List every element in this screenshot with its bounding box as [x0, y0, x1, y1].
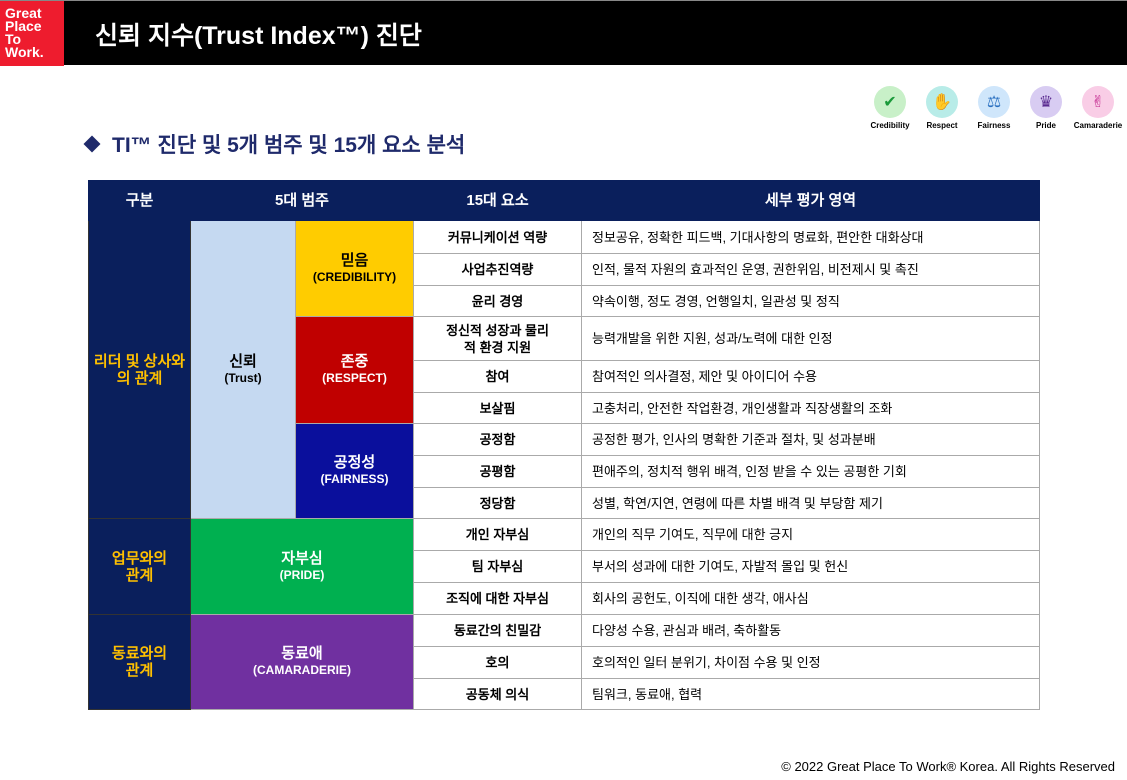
category-respect: 존중 (RESPECT): [294, 316, 415, 424]
header-cell: 5대 범주: [189, 180, 415, 221]
element-cell: 정신적 성장과 물리적 환경 지원: [413, 316, 583, 361]
category-ko: 공정성: [333, 454, 376, 471]
category-en: (CREDIBILITY): [312, 269, 397, 284]
fairness-icon: ⚖: [978, 86, 1010, 118]
page-title: 신뢰 지수(Trust Index™) 진단: [95, 22, 422, 50]
detail-cell: 편애주의, 정치적 행위 배격, 인정 받을 수 있는 공평한 기회: [581, 455, 1041, 488]
table-row: 존중 (RESPECT) 정신적 성장과 물리적 환경 지원 능력개발을 위한 지원…: [89, 316, 1041, 424]
category-credibility: 믿음 (CREDIBILITY): [294, 220, 415, 317]
group-colleagues: 동료와의 관계: [88, 614, 191, 710]
category-en: (FAIRNESS): [320, 472, 389, 486]
trust-en: (Trust): [224, 370, 262, 385]
logo-line: Great: [5, 5, 42, 21]
credibility-icon: ✔: [874, 86, 906, 118]
detail-cell: 팀워크, 동료애, 협력: [581, 678, 1041, 710]
element-cell: 호의: [413, 646, 583, 679]
logo-line: Work.: [5, 44, 44, 60]
table-header: 구분 5대 범주 15대 요소 세부 평가 영역: [88, 180, 1041, 221]
element-cell: 정당함: [413, 487, 583, 519]
element-cell: 동료간의 친밀감: [413, 614, 583, 647]
respect-item: ✋ Respect: [918, 86, 966, 130]
table-row: 호의 호의적인 일터 분위기, 차이점 수용 및 인정: [89, 646, 1041, 679]
category-fairness: 공정성 (FAIRNESS): [294, 423, 415, 519]
detail-cell: 약속이행, 정도 경영, 언행일치, 일관성 및 정직: [581, 285, 1041, 317]
table-row: 리더 및 상사와의 관계 신뢰 (Trust) 믿음 (CREDIBILITY) 커…: [88, 220, 1041, 519]
gptw-logo: Great Place To Work.: [0, 1, 64, 66]
table-row: 사업추진역량 인적, 물적 자원의 효과적인 운영, 권한위임, 비전제시 및 촉…: [89, 253, 1041, 286]
pride-item: ♛ Pride: [1022, 86, 1070, 130]
copyright: © 2022 Great Place To Work® Korea. All R…: [781, 759, 1115, 774]
trust-ko: 신뢰: [229, 352, 257, 370]
detail-cell: 다양성 수용, 관심과 배려, 축하활동: [581, 614, 1041, 647]
subtitle-text: TI™ 진단 및 5개 범주 및 15개 요소 분석: [112, 134, 466, 157]
element-cell: 개인 자부심: [413, 518, 583, 551]
category-en: (RESPECT): [322, 371, 387, 385]
element-cell: 보살핌: [413, 392, 583, 424]
diamond-bullet-icon: [83, 135, 101, 153]
detail-cell: 정보공유, 정확한 피드백, 기대사항의 명료화, 편안한 대화상대: [581, 220, 1041, 254]
category-ko: 존중: [340, 353, 369, 370]
element-cell: 팀 자부심: [413, 550, 583, 583]
element-cell: 조직에 대한 자부심: [413, 582, 583, 615]
table-row: 조직에 대한 자부심 회사의 공헌도, 이직에 대한 생각, 애사심: [89, 582, 1041, 615]
section-subtitle: TI™ 진단 및 5개 범주 및 15개 요소 분석: [83, 129, 466, 159]
table-row: 공동체 의식 팀워크, 동료애, 협력: [89, 678, 1041, 710]
trust-index-table: 구분 5대 범주 15대 요소 세부 평가 영역 리더 및 상사와의 관계 신뢰…: [88, 180, 1041, 710]
detail-cell: 참여적인 의사결정, 제안 및 아이디어 수용: [581, 360, 1041, 393]
element-cell: 참여: [413, 360, 583, 393]
category-ko: 믿음: [340, 251, 369, 269]
category-ko: 동료애: [281, 645, 323, 662]
table-row: 업무와의 관계 자부심 (PRIDE) 개인 자부심 개인의 직무 기여도, 직무에…: [88, 518, 1041, 615]
element-cell: 윤리 경영: [413, 285, 583, 317]
element-cell: 사업추진역량: [413, 253, 583, 286]
detail-cell: 회사의 공헌도, 이직에 대한 생각, 애사심: [581, 582, 1041, 615]
element-cell: 공동체 의식: [413, 678, 583, 710]
table-row: 팀 자부심 부서의 성과에 대한 기여도, 자발적 몰입 및 헌신: [89, 550, 1041, 583]
icon-label: Fairness: [977, 121, 1011, 130]
table-row: 공평함 편애주의, 정치적 행위 배격, 인정 받을 수 있는 공평한 기회: [89, 455, 1041, 488]
detail-cell: 성별, 학연/지연, 연령에 따른 차별 배격 및 부당함 제기: [581, 487, 1041, 519]
category-camaraderie: 동료애 (CAMARADERIE): [189, 614, 415, 710]
table-row: 보살핌 고충처리, 안전한 작업환경, 개인생활과 직장생활의 조화: [89, 392, 1041, 424]
table-row: 정당함 성별, 학연/지연, 연령에 따른 차별 배격 및 부당함 제기: [89, 487, 1041, 519]
header-cell: 세부 평가 영역: [581, 180, 1041, 221]
icon-label: Camaraderie: [1073, 121, 1123, 130]
header-cell: 15대 요소: [413, 180, 583, 221]
detail-cell: 부서의 성과에 대한 기여도, 자발적 몰입 및 헌신: [581, 550, 1041, 583]
category-icons: ✔ Credibility ✋ Respect ⚖ Fairness ♛ Pride ✌…: [866, 86, 1122, 130]
detail-cell: 고충처리, 안전한 작업환경, 개인생활과 직장생활의 조화: [581, 392, 1041, 424]
category-en: (PRIDE): [279, 567, 325, 582]
respect-icon: ✋: [926, 86, 958, 118]
group-leader: 리더 및 상사와의 관계: [88, 220, 191, 519]
pride-icon: ♛: [1030, 86, 1062, 118]
camaraderie-item: ✌ Camaraderie: [1074, 86, 1122, 130]
icon-label: Pride: [1035, 121, 1056, 130]
category-ko: 자부심: [281, 549, 323, 567]
detail-cell: 개인의 직무 기여도, 직무에 대한 긍지: [581, 518, 1041, 551]
logo-line: Place: [5, 18, 42, 34]
header-bar: Great Place To Work. 신뢰 지수(Trust Index™)…: [0, 0, 1127, 66]
credibility-item: ✔ Credibility: [866, 86, 914, 130]
element-cell: 커뮤니케이션 역량: [413, 220, 583, 254]
element-cell: 공평함: [413, 455, 583, 488]
table-row: 동료와의 관계 동료애 (CAMARADERIE) 동료간의 친밀감 다양성 수용,…: [88, 614, 1041, 710]
detail-cell: 호의적인 일터 분위기, 차이점 수용 및 인정: [581, 646, 1041, 679]
detail-cell: 능력개발을 위한 지원, 성과/노력에 대한 인정: [581, 316, 1041, 361]
element-cell: 공정함: [413, 423, 583, 456]
logo-line: To: [5, 31, 22, 47]
group-work: 업무와의 관계: [88, 518, 191, 615]
table-row: 윤리 경영 약속이행, 정도 경영, 언행일치, 일관성 및 정직: [89, 285, 1041, 317]
category-en: (CAMARADERIE): [253, 663, 351, 677]
fairness-item: ⚖ Fairness: [970, 86, 1018, 130]
header-cell: 구분: [88, 180, 191, 221]
icon-label: Respect: [926, 121, 958, 130]
detail-cell: 공정한 평가, 인사의 명확한 기준과 절차, 및 성과분배: [581, 423, 1041, 456]
trust-cell: 신뢰 (Trust): [190, 220, 296, 519]
detail-cell: 인적, 물적 자원의 효과적인 운영, 권한위임, 비전제시 및 촉진: [581, 253, 1041, 286]
icon-label: Credibility: [870, 121, 910, 130]
category-pride: 자부심 (PRIDE): [189, 518, 415, 615]
camaraderie-icon: ✌: [1082, 86, 1114, 118]
